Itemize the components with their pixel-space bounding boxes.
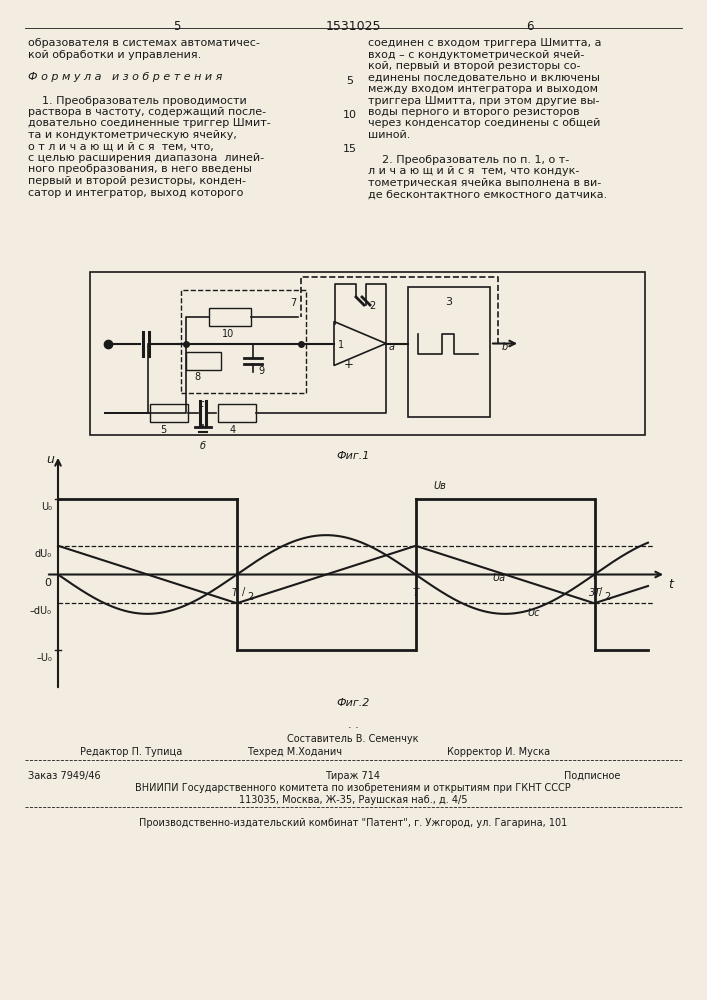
Text: Редактор П. Тупица: Редактор П. Тупица	[80, 747, 182, 757]
Text: 1. Преобразователь проводимости: 1. Преобразователь проводимости	[28, 96, 247, 105]
Text: б: б	[200, 441, 206, 451]
Text: dU₀: dU₀	[35, 549, 52, 559]
Text: между входом интегратора и выходом: между входом интегратора и выходом	[368, 84, 598, 94]
Text: Тираж 714: Тираж 714	[325, 771, 380, 781]
Text: U₀: U₀	[41, 502, 52, 512]
Text: 6: 6	[526, 20, 534, 33]
Text: о т л и ч а ю щ и й с я  тем, что,: о т л и ч а ю щ и й с я тем, что,	[28, 141, 214, 151]
Text: –U₀: –U₀	[36, 653, 52, 663]
Text: Заказ 7949/46: Заказ 7949/46	[28, 771, 100, 781]
Text: Корректор И. Муска: Корректор И. Муска	[447, 747, 550, 757]
Bar	[150, 404, 188, 422]
Text: шиной.: шиной.	[368, 130, 410, 140]
Text: 5: 5	[173, 20, 181, 33]
Text: Фиг.2: Фиг.2	[337, 698, 370, 708]
Text: де бесконтактного емкостного датчика.: де бесконтактного емкостного датчика.	[368, 190, 607, 200]
Text: воды перного и второго резисторов: воды перного и второго резисторов	[368, 107, 580, 117]
Text: 9: 9	[258, 366, 264, 376]
Text: 2: 2	[369, 301, 375, 311]
Text: . .: . .	[348, 720, 358, 730]
Text: ВНИИПИ Государственного комитета по изобретениям и открытиям при ГКНТ СССР: ВНИИПИ Государственного комитета по изоб…	[135, 783, 571, 793]
Text: 3T: 3T	[590, 587, 602, 597]
Text: 1: 1	[338, 340, 344, 351]
Text: довательно соединенные триггер Шмит-: довательно соединенные триггер Шмит-	[28, 118, 271, 128]
Bar	[209, 308, 251, 326]
Text: кой обработки и управления.: кой обработки и управления.	[28, 49, 201, 60]
Bar	[218, 404, 256, 422]
Text: 5: 5	[160, 425, 166, 435]
Text: t: t	[668, 578, 673, 591]
Bar	[181, 290, 306, 393]
Text: сатор и интегратор, выход которого: сатор и интегратор, выход которого	[28, 188, 243, 198]
Text: u: u	[46, 453, 54, 466]
Bar	[408, 287, 490, 417]
Text: 7: 7	[290, 298, 296, 308]
Text: Uв: Uв	[433, 481, 446, 491]
Text: b: b	[502, 342, 508, 352]
Text: +: +	[344, 358, 354, 370]
Text: 10: 10	[343, 110, 357, 120]
Text: раствора в частоту, содержащий после-: раствора в частоту, содержащий после-	[28, 107, 266, 117]
Text: Uс: Uс	[528, 608, 540, 618]
Text: та и кондуктометрическую ячейку,: та и кондуктометрическую ячейку,	[28, 130, 237, 140]
Text: /: /	[242, 587, 245, 597]
Text: кой, первый и второй резисторы со-: кой, первый и второй резисторы со-	[368, 61, 580, 71]
Text: соединен с входом триггера Шмитта, а: соединен с входом триггера Шмитта, а	[368, 38, 602, 48]
Bar	[90, 272, 645, 435]
Text: через конденсатор соединены с общей: через конденсатор соединены с общей	[368, 118, 600, 128]
Text: с целью расширения диапазона  линей-: с целью расширения диапазона линей-	[28, 153, 264, 163]
Text: –dU₀: –dU₀	[30, 606, 52, 616]
Text: 5: 5	[346, 76, 354, 86]
Bar	[186, 352, 221, 369]
Text: Составитель В. Семенчук: Составитель В. Семенчук	[287, 734, 419, 744]
Text: Фиг.1: Фиг.1	[337, 451, 370, 461]
Text: тометрическая ячейка выполнена в ви-: тометрическая ячейка выполнена в ви-	[368, 178, 601, 188]
Text: л и ч а ю щ и й с я  тем, что кондук-: л и ч а ю щ и й с я тем, что кондук-	[368, 166, 579, 176]
Text: /: /	[600, 587, 602, 597]
Text: Uа: Uа	[492, 573, 506, 583]
Text: 1531025: 1531025	[325, 20, 381, 33]
Text: единены последовательно и включены: единены последовательно и включены	[368, 73, 600, 83]
Text: 3: 3	[445, 297, 452, 307]
Text: c: c	[199, 399, 204, 409]
Text: 4: 4	[230, 425, 236, 435]
Text: 2: 2	[604, 592, 611, 602]
Text: a: a	[389, 342, 395, 352]
Text: Ф о р м у л а   и з о б р е т е н и я: Ф о р м у л а и з о б р е т е н и я	[28, 73, 223, 83]
Text: 2. Преобразователь по п. 1, о т-: 2. Преобразователь по п. 1, о т-	[368, 155, 569, 165]
Text: T: T	[232, 587, 238, 597]
Text: 0: 0	[44, 578, 51, 588]
Text: образователя в системах автоматичес-: образователя в системах автоматичес-	[28, 38, 260, 48]
Text: Подписное: Подписное	[563, 771, 620, 781]
Text: 2: 2	[247, 592, 253, 602]
Text: ного преобразования, в него введены: ного преобразования, в него введены	[28, 164, 252, 174]
Text: 113035, Москва, Ж-35, Раушская наб., д. 4/5: 113035, Москва, Ж-35, Раушская наб., д. …	[239, 795, 467, 805]
Text: 10: 10	[222, 329, 234, 339]
Text: вход – с кондуктометрической ячей-: вход – с кондуктометрической ячей-	[368, 49, 585, 60]
Text: Техред М.Ходанич: Техред М.Ходанич	[247, 747, 342, 757]
Text: 8: 8	[194, 372, 200, 382]
Text: первый и второй резисторы, конден-: первый и второй резисторы, конден-	[28, 176, 246, 186]
Text: Производственно-издательский комбинат "Патент", г. Ужгород, ул. Гагарина, 101: Производственно-издательский комбинат "П…	[139, 818, 567, 828]
Text: 15: 15	[343, 144, 357, 154]
Text: T: T	[413, 587, 419, 597]
Text: триггера Шмитта, при этом другие вы-: триггера Шмитта, при этом другие вы-	[368, 96, 600, 105]
